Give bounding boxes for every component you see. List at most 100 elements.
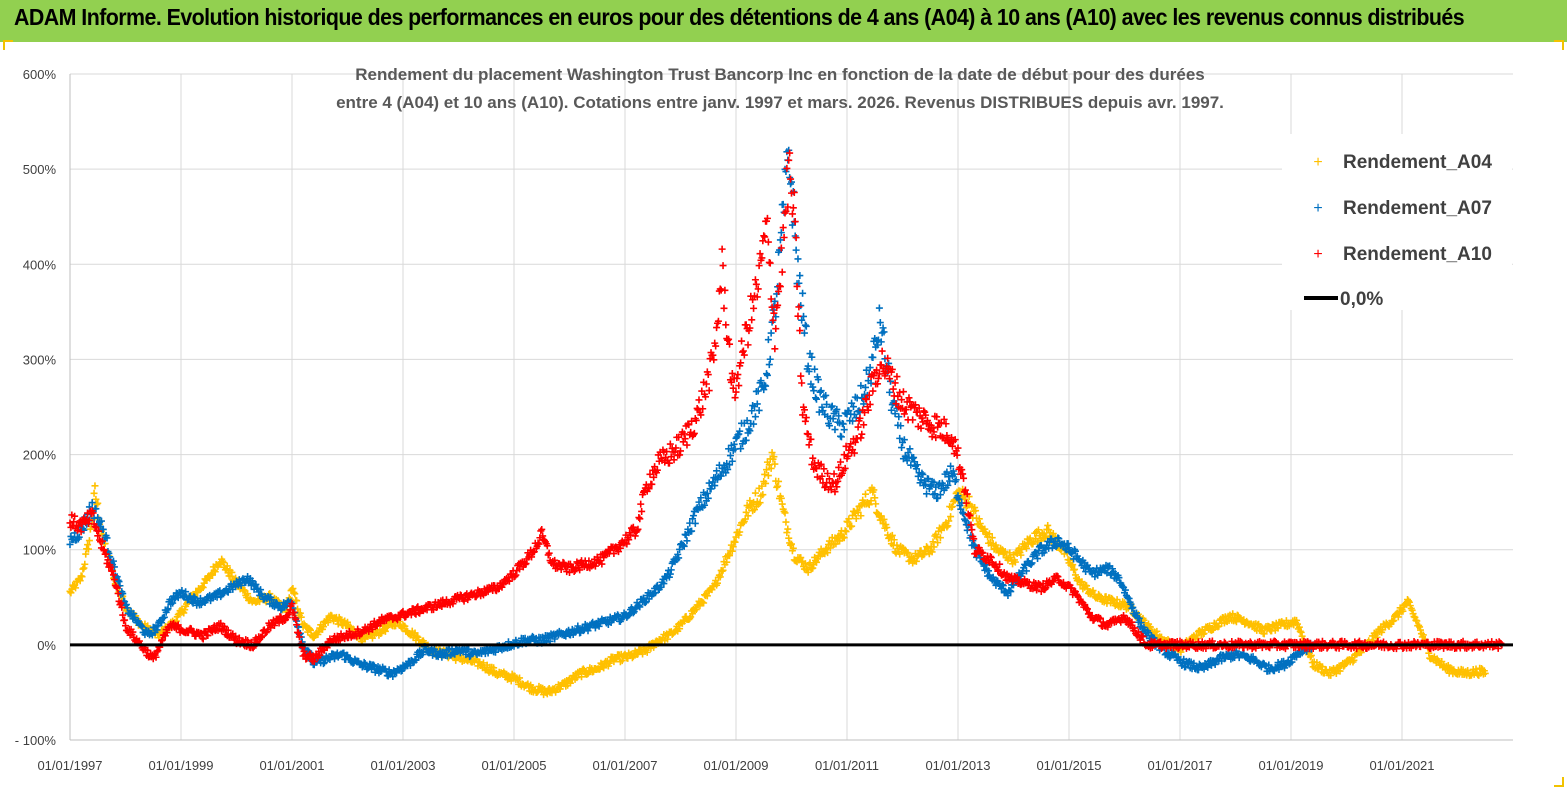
legend-item-a04: + Rendement_A04 [1313,152,1492,173]
data-point [904,449,912,457]
data-point [726,340,734,348]
data-point [871,494,879,502]
data-point [534,539,542,547]
data-point [1327,671,1335,679]
data-point [516,674,524,682]
y-tick-label: 500% [23,162,57,177]
data-point [109,557,117,565]
data-point [690,429,698,437]
data-point [1054,534,1062,542]
data-point [713,324,721,332]
data-point [947,462,955,470]
data-point [804,430,812,438]
data-point [701,501,709,509]
data-point [767,329,775,337]
data-point [479,659,487,667]
data-point [784,525,792,533]
data-point [954,444,962,452]
data-point [812,394,820,402]
data-point [788,210,796,218]
data-point [889,385,897,393]
data-point [277,606,285,614]
data-point [981,525,989,533]
data-point [753,293,761,301]
data-point [244,637,252,645]
data-point [660,580,668,588]
data-point [779,200,787,208]
data-point [444,646,452,654]
data-point [828,402,836,410]
data-point [834,477,842,485]
data-point [739,347,747,355]
data-point [633,527,641,535]
data-point [976,554,984,562]
data-point [724,336,732,344]
data-point [701,393,709,401]
data-point [1061,545,1069,553]
data-point [169,599,177,607]
data-point [626,610,634,618]
data-point [178,587,186,595]
data-point [171,595,179,603]
data-point [726,461,734,469]
data-point [290,588,298,596]
data-point [1022,561,1030,569]
data-point [900,436,908,444]
data-point [753,400,761,408]
data-point [866,400,874,408]
data-point [985,567,993,575]
chart-title-line-2: entre 4 (A04) et 10 ans (A10). Cotations… [336,93,1224,112]
data-point [852,515,860,523]
data-point [98,537,106,545]
data-point [1243,617,1251,625]
data-point [257,633,265,641]
data-point [1260,630,1268,638]
data-point [697,411,705,419]
data-point [401,622,409,630]
data-point [512,571,520,579]
data-point [237,581,245,589]
data-point [877,361,885,369]
data-point [848,522,856,530]
data-point [771,345,779,353]
data-point [900,410,908,418]
data-point [730,440,738,448]
data-point [1011,558,1019,566]
y-tick-label: 100% [23,543,57,558]
data-point [808,353,816,361]
data-point [695,498,703,506]
data-point [752,280,760,288]
data-point [460,597,468,605]
data-point [806,350,814,358]
data-point [293,597,301,605]
data-point [794,312,802,320]
data-point [720,304,728,312]
data-point [758,254,766,262]
data-point [830,470,838,478]
data-point [709,351,717,359]
data-point [677,447,684,455]
data-point [894,392,902,400]
data-point [992,541,1000,549]
data-point [914,472,922,480]
data-point [1071,565,1079,573]
data-point [796,272,804,280]
x-tick-label: 01/01/2007 [592,758,657,773]
data-point [721,286,729,294]
data-point [703,489,711,497]
data-point [817,387,825,395]
data-point [152,653,160,661]
data-point [717,472,725,480]
data-point [163,606,171,614]
data-point [891,410,899,418]
data-point [819,407,827,415]
data-point [805,367,813,375]
data-point [1034,555,1042,563]
data-point [913,461,921,469]
data-point [600,664,608,672]
data-point [646,470,654,478]
data-point [961,486,969,494]
data-point [579,665,587,673]
data-point [711,482,719,490]
data-point [1066,556,1074,564]
